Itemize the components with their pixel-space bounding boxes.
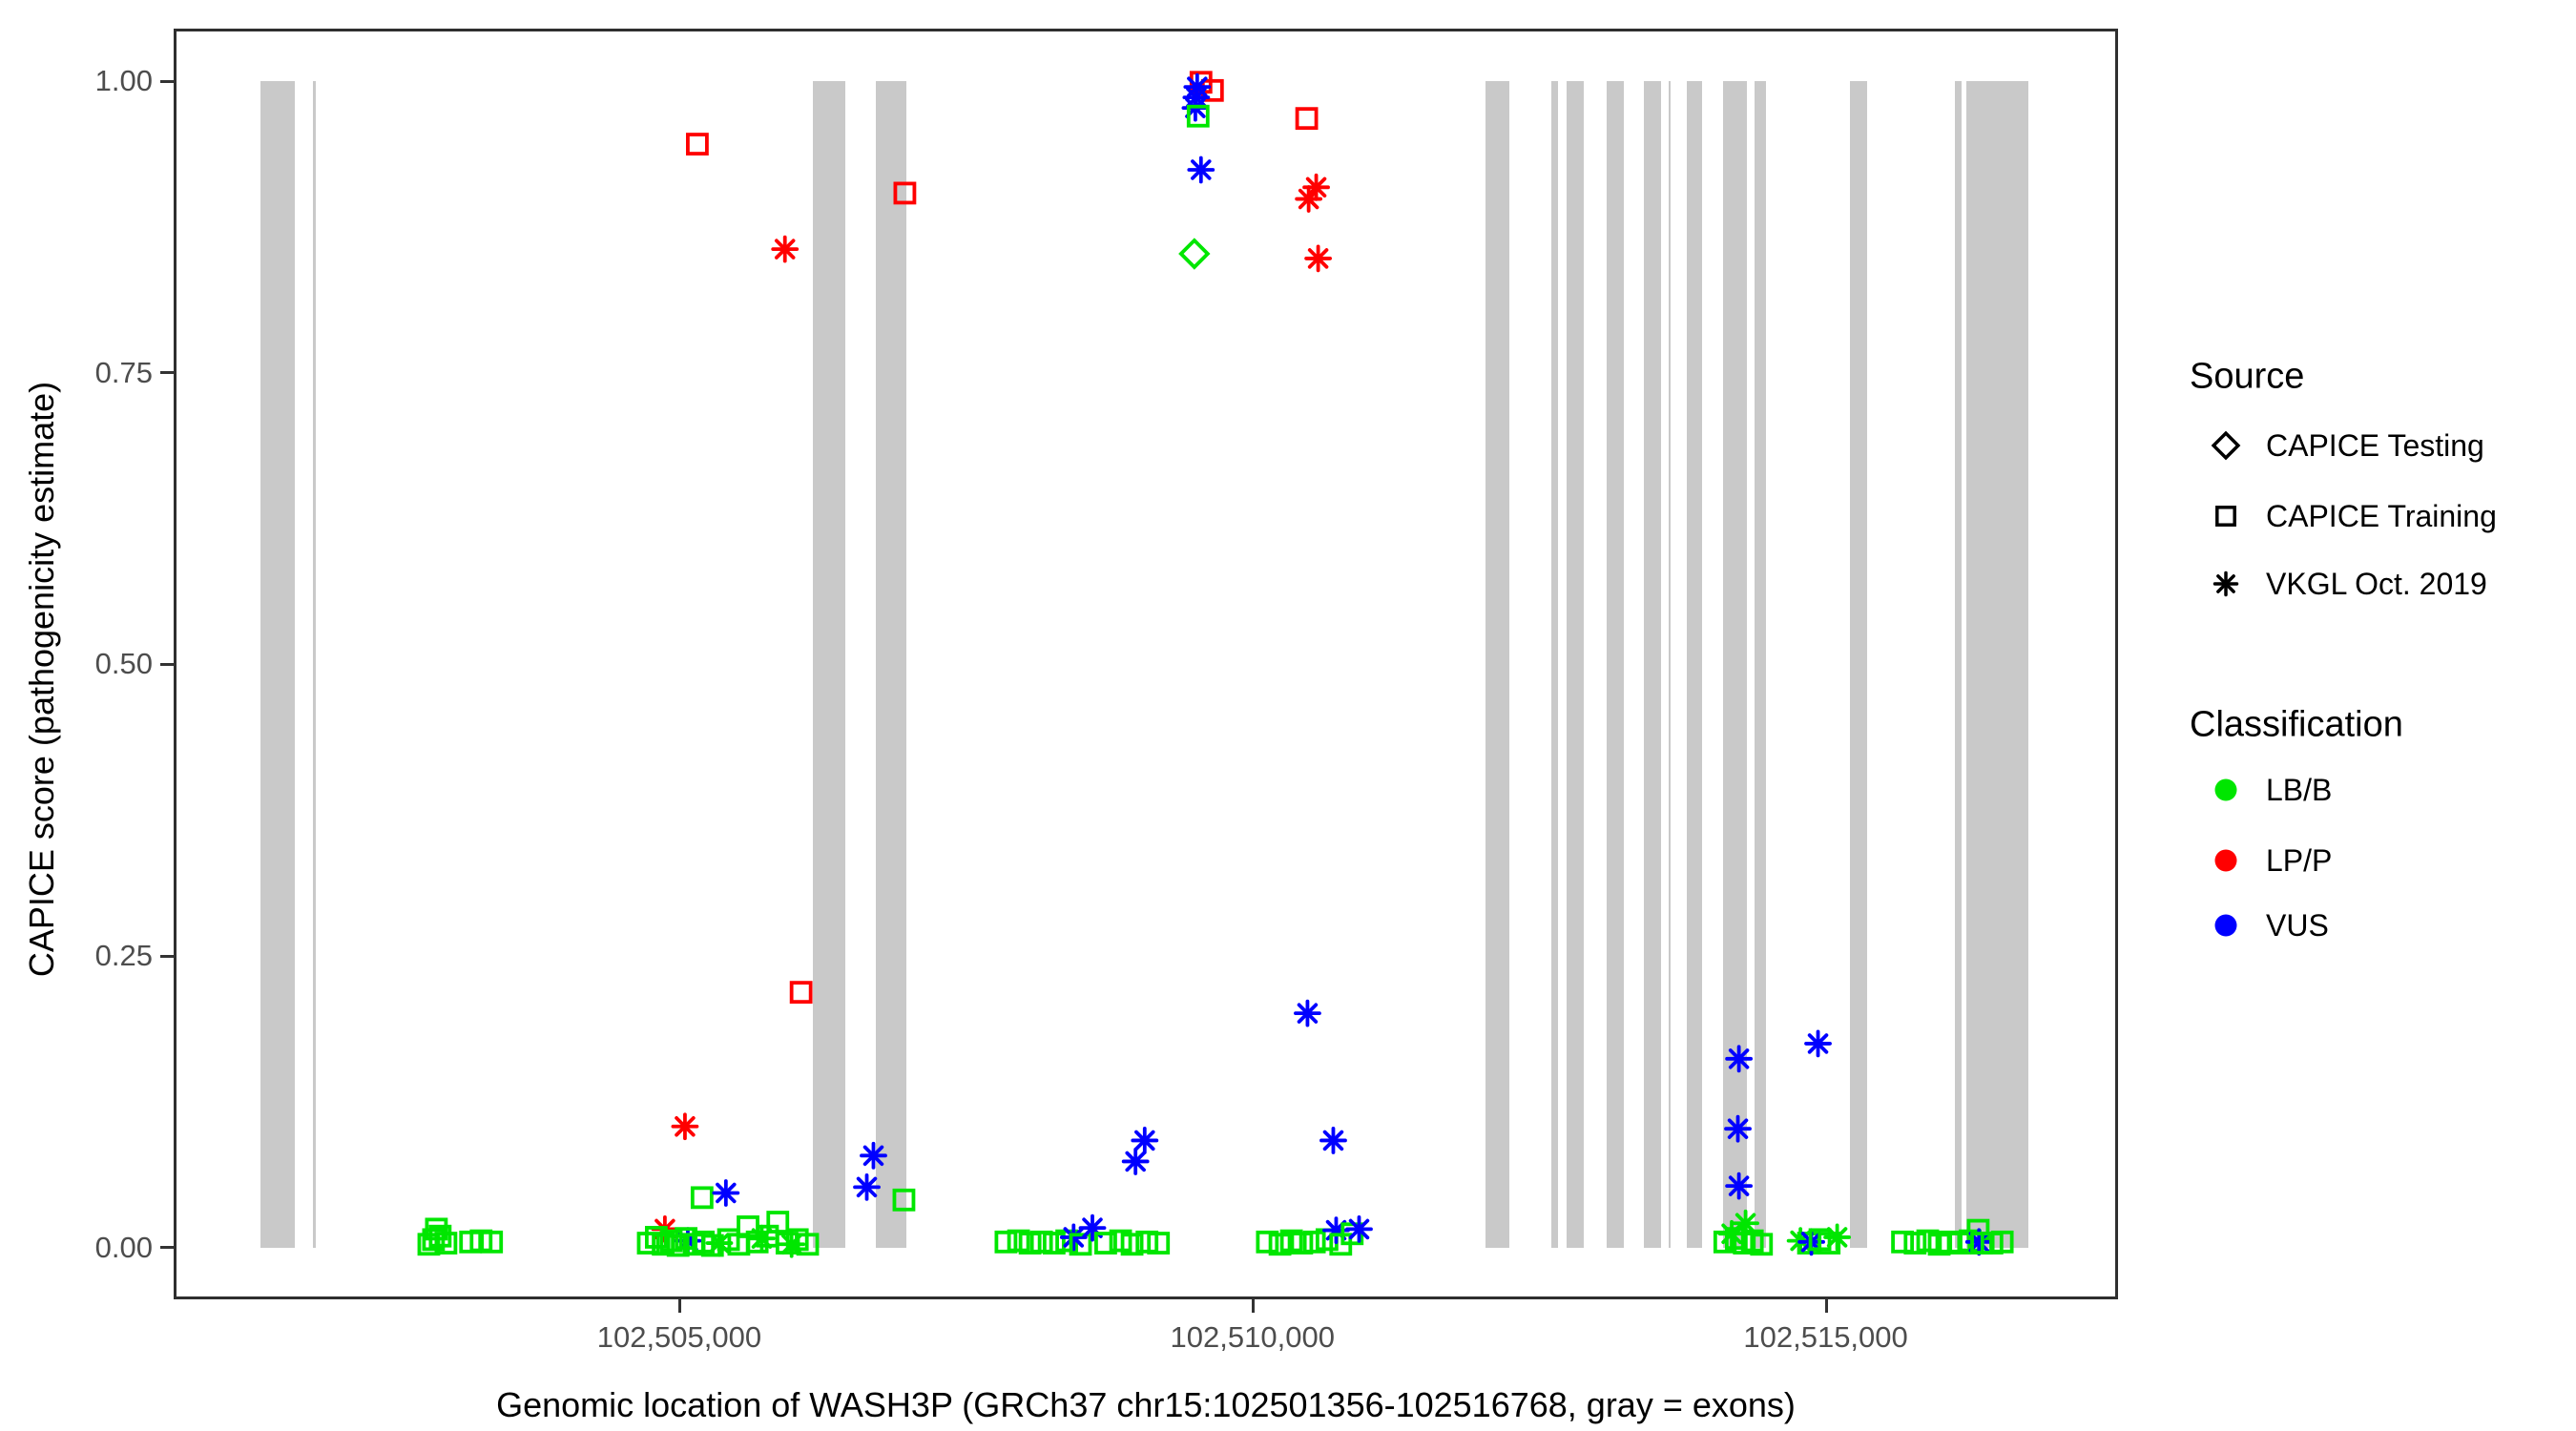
legend-item-label: CAPICE Testing (2266, 427, 2484, 463)
exon-band (1686, 81, 1702, 1248)
legend-item-label: CAPICE Training (2266, 498, 2497, 533)
exon-band (1643, 81, 1661, 1248)
exon-band (1955, 81, 1963, 1248)
square-icon (2215, 506, 2236, 527)
exon-band (1551, 81, 1558, 1248)
diamond-icon (2211, 430, 2241, 461)
x-tick-mark (1251, 1299, 1255, 1313)
data-point-marker-diamond (2211, 430, 2241, 461)
color-dot-icon (2214, 778, 2237, 801)
asterisk-icon (2212, 570, 2239, 597)
plot-panel (174, 29, 2118, 1299)
y-axis-title: CAPICE score (pathogenicity estimate) (22, 381, 61, 978)
y-tick-label: 1.00 (94, 64, 153, 98)
y-tick-label: 0.75 (94, 355, 153, 389)
y-tick-mark (160, 662, 174, 666)
x-tick-label: 102,505,000 (596, 1320, 762, 1354)
color-dot-icon (2214, 849, 2237, 872)
y-tick-label: 0.00 (94, 1230, 153, 1264)
y-tick-mark (160, 79, 174, 83)
legend-item-vus: VUS (2199, 899, 2329, 952)
color-dot-icon (2214, 914, 2237, 937)
legend-item-label: LP/P (2266, 842, 2333, 878)
data-point-marker-square (2215, 506, 2236, 527)
y-tick-label: 0.25 (94, 939, 153, 973)
exon-band (1567, 81, 1585, 1248)
y-tick-mark (160, 1246, 174, 1250)
data-point-marker-asterisk (2212, 570, 2239, 597)
y-tick-mark (160, 954, 174, 958)
exon-band (876, 81, 907, 1248)
legend-item-vkgl: VKGL Oct. 2019 (2199, 557, 2487, 611)
exon-band (1850, 81, 1868, 1248)
exon-band (1606, 81, 1624, 1248)
legend-item-label: VKGL Oct. 2019 (2266, 566, 2487, 601)
legend-item-lbb: LB/B (2199, 763, 2332, 817)
x-tick-label: 102,515,000 (1743, 1320, 1908, 1354)
exon-band (812, 81, 845, 1248)
exon-band (1668, 81, 1671, 1248)
exon-band (260, 81, 295, 1248)
legend-item-label: VUS (2266, 907, 2329, 943)
legend-item-label: LB/B (2266, 772, 2333, 807)
legend-classification-title: Classification (2190, 704, 2403, 745)
legend-source-title: Source (2190, 356, 2305, 397)
x-tick-mark (677, 1299, 681, 1313)
exon-band (1754, 81, 1766, 1248)
exon-band (1485, 81, 1510, 1248)
x-tick-label: 102,510,000 (1170, 1320, 1335, 1354)
exon-band (1722, 81, 1747, 1248)
exon-band (312, 81, 316, 1248)
x-axis-title: Genomic location of WASH3P (GRCh37 chr15… (496, 1385, 1796, 1424)
y-tick-label: 0.50 (94, 647, 153, 681)
data-point-marker-circle (2214, 778, 2237, 801)
legend-item-training: CAPICE Training (2199, 489, 2497, 543)
x-tick-mark (1824, 1299, 1828, 1313)
exon-band (1966, 81, 2029, 1248)
y-tick-mark (160, 371, 174, 375)
data-point-marker-circle (2214, 849, 2237, 872)
data-point-marker-circle (2214, 914, 2237, 937)
legend-item-testing: CAPICE Testing (2199, 419, 2484, 472)
legend-item-lpp: LP/P (2199, 834, 2332, 887)
